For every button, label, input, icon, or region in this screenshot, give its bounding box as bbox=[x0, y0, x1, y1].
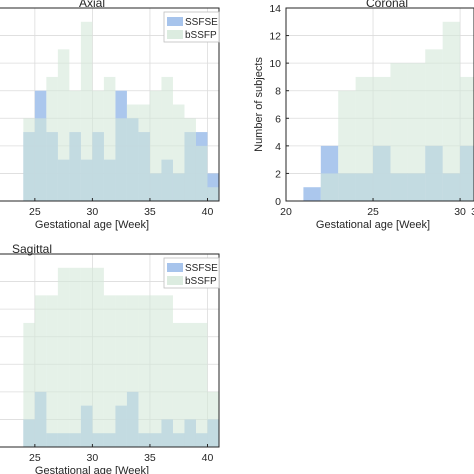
y-tick-label: 6 bbox=[275, 113, 281, 125]
legend: SSFSE bSSFP bbox=[163, 11, 220, 43]
legend-swatch-ssfse bbox=[167, 17, 183, 26]
bar-bssfp bbox=[195, 145, 208, 201]
x-axis-label: Gestational age [Week] bbox=[35, 465, 149, 474]
y-tick-label: 4 bbox=[275, 141, 281, 153]
bar-bssfp bbox=[34, 118, 47, 201]
bar-bssfp bbox=[80, 21, 93, 201]
bar-bssfp bbox=[57, 267, 70, 447]
bar-bssfp bbox=[172, 104, 185, 201]
bar-bssfp bbox=[92, 90, 104, 201]
bar-bssfp bbox=[46, 76, 58, 201]
y-tick-label: 0 bbox=[275, 196, 281, 208]
bar-bssfp bbox=[407, 63, 426, 201]
plot-area bbox=[0, 8, 219, 201]
y-tick-label: 12 bbox=[269, 31, 281, 43]
plot-area bbox=[286, 8, 474, 201]
bar-bssfp bbox=[80, 267, 93, 447]
bar-bssfp bbox=[373, 76, 391, 201]
y-tick-label: 8 bbox=[275, 86, 281, 98]
chart-panel-axial: 25 30 35 40 Gestational age [Week] Axial SSFSE… bbox=[0, 0, 220, 231]
x-tick-label: 25 bbox=[29, 206, 41, 218]
axes-box bbox=[0, 7, 220, 202]
chart-title: Axial bbox=[79, 0, 105, 10]
chart-title: Coronal bbox=[366, 0, 408, 10]
bar-bssfp bbox=[460, 76, 474, 201]
y-tick-label: 10 bbox=[269, 58, 281, 70]
bar-bssfp bbox=[425, 49, 443, 201]
legend-swatch-bssfp bbox=[167, 276, 183, 285]
bar-bssfp bbox=[138, 295, 150, 447]
x-tick-label: 30 bbox=[87, 206, 99, 218]
x-tick-label: 40 bbox=[202, 206, 214, 218]
bar-bssfp bbox=[92, 267, 104, 447]
x-tick-label: 30 bbox=[454, 206, 466, 218]
axes-box bbox=[0, 253, 220, 448]
bar-bssfp bbox=[161, 76, 173, 201]
y-axis-label: Number of subjects bbox=[253, 57, 265, 152]
x-tick-label: 40 bbox=[202, 452, 214, 464]
bar-bssfp bbox=[390, 63, 408, 201]
bar-bssfp bbox=[161, 295, 173, 447]
bar-bssfp bbox=[184, 322, 196, 447]
bar-bssfp bbox=[149, 295, 162, 447]
bar-bssfp bbox=[442, 21, 461, 201]
x-tick-label: 25 bbox=[29, 452, 41, 464]
bar-bssfp bbox=[207, 187, 219, 201]
bar-bssfp bbox=[149, 90, 162, 201]
x-tick-label: 20 bbox=[280, 206, 292, 218]
legend-label-ssfse: SSFSE bbox=[185, 263, 218, 274]
bar-bssfp bbox=[172, 322, 185, 447]
x-axis-label: Gestational age [Week] bbox=[35, 219, 149, 231]
y-tick-label: 2 bbox=[275, 168, 281, 180]
bar-bssfp bbox=[338, 90, 356, 201]
x-tick-label: 30 bbox=[87, 452, 99, 464]
bar-bssfp bbox=[115, 295, 127, 447]
legend-label-bssfp: bSSFP bbox=[185, 30, 217, 41]
x-axis-label: Gestational age [Week] bbox=[316, 219, 430, 231]
bar-bssfp bbox=[103, 295, 116, 447]
plot-area bbox=[0, 254, 219, 447]
bar-bssfp bbox=[57, 49, 70, 201]
x-tick-label: 25 bbox=[367, 206, 379, 218]
x-tick-label: 3 bbox=[471, 206, 474, 218]
chart-title: Sagittal bbox=[12, 242, 52, 256]
x-tick-label: 35 bbox=[144, 206, 156, 218]
bar-ssfse bbox=[303, 187, 321, 201]
bar-bssfp bbox=[184, 118, 196, 201]
bar-bssfp bbox=[23, 322, 35, 447]
legend-label-ssfse: SSFSE bbox=[185, 17, 218, 28]
y-tick-label: 14 bbox=[269, 3, 281, 15]
bar-bssfp bbox=[23, 118, 35, 201]
chart-panel-coronal: 202530302468101214Gestational age [Week]… bbox=[253, 0, 474, 231]
bar-bssfp bbox=[69, 90, 81, 201]
bar-bssfp bbox=[103, 76, 116, 201]
bar-bssfp bbox=[126, 295, 139, 447]
legend-label-bssfp: bSSFP bbox=[185, 276, 217, 287]
legend: SSFSE bSSFP bbox=[163, 257, 220, 289]
bar-bssfp bbox=[138, 104, 150, 201]
bar-bssfp bbox=[355, 76, 374, 201]
bar-bssfp bbox=[115, 118, 127, 201]
legend-swatch-ssfse bbox=[167, 263, 183, 272]
bar-bssfp bbox=[207, 391, 219, 447]
bar-bssfp bbox=[46, 295, 58, 447]
chart-panel-sagittal: 25 30 35 40 Gestational age [Week] Sagittal SS… bbox=[0, 242, 220, 474]
bar-bssfp bbox=[195, 322, 208, 447]
bar-bssfp bbox=[126, 104, 139, 201]
bar-bssfp bbox=[34, 295, 47, 447]
bar-bssfp bbox=[69, 267, 81, 447]
axes-box bbox=[285, 7, 474, 202]
legend-swatch-bssfp bbox=[167, 30, 183, 39]
x-tick-label: 35 bbox=[144, 452, 156, 464]
bar-bssfp bbox=[320, 173, 339, 201]
